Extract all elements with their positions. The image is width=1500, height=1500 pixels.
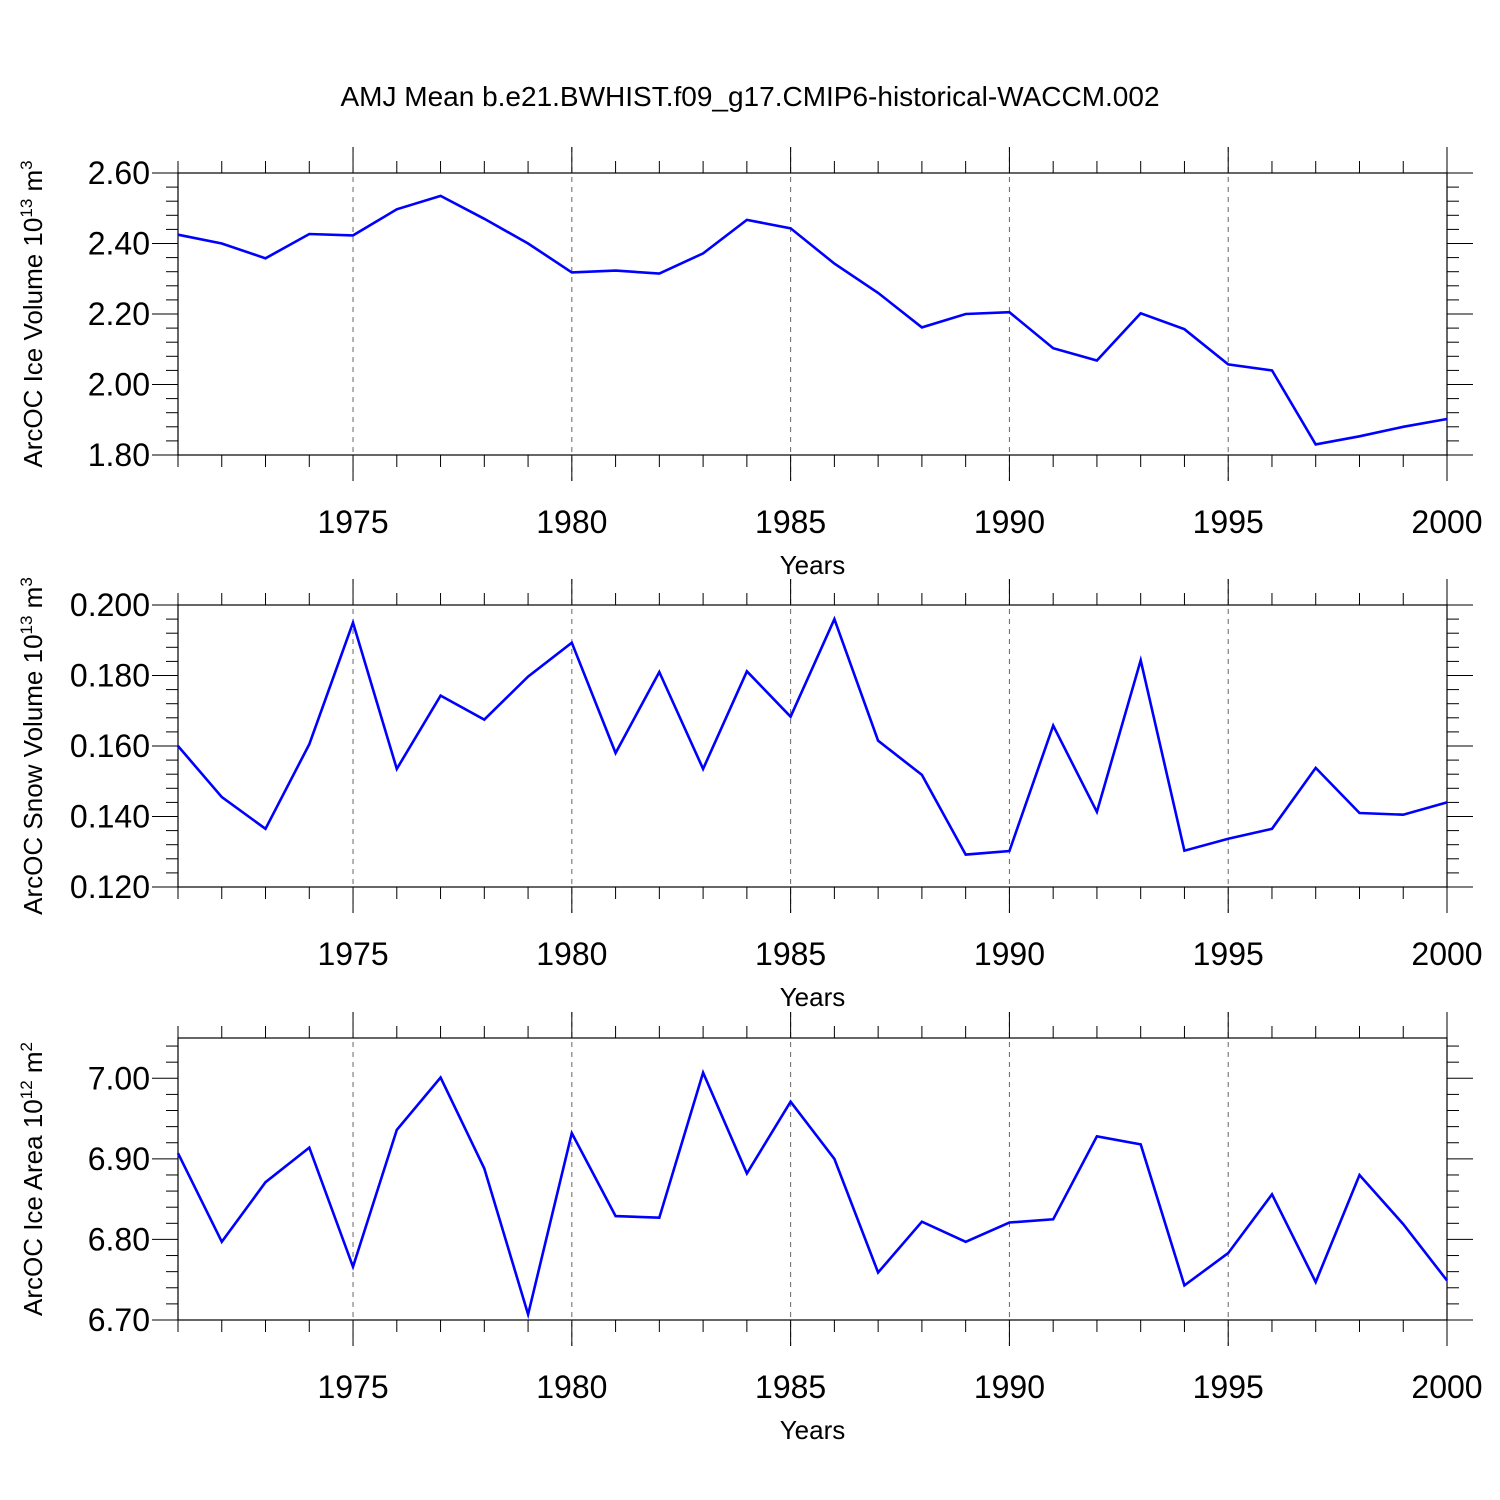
x-tick-label: 2000 (1411, 1369, 1482, 1405)
y-tick-label: 6.80 (88, 1221, 150, 1257)
x-tick-label: 1995 (1193, 1369, 1264, 1405)
data-series-line (177, 194, 1448, 446)
data-series-line (176, 1068, 1449, 1320)
x-tick-label: 1985 (755, 504, 826, 540)
x-tick-label: 1995 (1193, 504, 1264, 540)
x-tick-label: 1975 (317, 936, 388, 972)
y-axis-label-superscript: 12 (17, 1080, 36, 1099)
x-tick-label: 1995 (1193, 936, 1264, 972)
plot-frame (177, 604, 1448, 888)
x-tick-label: 1990 (974, 936, 1045, 972)
y-axis-label-superscript: 13 (17, 616, 36, 635)
y-tick-label: 0.180 (70, 658, 150, 694)
y-tick-label: 6.90 (88, 1141, 150, 1177)
y-tick-label: 2.00 (88, 367, 150, 403)
y-axis-label-superscript: 13 (17, 199, 36, 218)
x-tick-label: 1980 (536, 504, 607, 540)
y-axis-label-superscript: 3 (17, 160, 36, 169)
y-tick-label: 2.60 (88, 155, 150, 191)
data-series-line (177, 615, 1448, 856)
x-tick-label: 1985 (755, 936, 826, 972)
y-axis-label-part: ArcOC Snow Volume 10 (18, 634, 48, 914)
y-tick-label: 7.00 (88, 1060, 150, 1096)
x-tick-label: 1990 (974, 504, 1045, 540)
chart-title: AMJ Mean b.e21.BWHIST.f09_g17.CMIP6-hist… (340, 81, 1159, 112)
x-tick-label: 1980 (536, 936, 607, 972)
x-tick-label: 1980 (536, 1369, 607, 1405)
x-axis-label: Years (780, 982, 846, 1012)
y-axis-label-superscript: 2 (17, 1042, 36, 1051)
y-axis-label-part: ArcOC Ice Area 10 (18, 1099, 48, 1316)
y-axis-label-part: m (18, 170, 48, 199)
x-axis-label: Years (780, 550, 846, 580)
y-axis-label: ArcOC Snow Volume 1013 m3 (17, 577, 48, 915)
x-tick-label: 1985 (755, 1369, 826, 1405)
x-axis-label: Years (780, 1415, 846, 1445)
y-tick-label: 0.200 (70, 587, 150, 623)
chart-panel-3: 6.70 6.80 6.90 7.00 1975 1980 1985 1990 1995 2000… (17, 1012, 1483, 1445)
y-tick-label: 0.140 (70, 799, 150, 835)
y-axis-label-part: ArcOC Ice Volume 10 (18, 218, 48, 468)
y-tick-label: 6.70 (88, 1302, 150, 1338)
y-tick-label: 0.120 (70, 869, 150, 905)
y-axis-label-part: m (18, 587, 48, 616)
plot-frame (177, 1037, 1448, 1321)
y-tick-label: 0.160 (70, 728, 150, 764)
y-tick-label: 2.40 (88, 226, 150, 262)
x-tick-label: 2000 (1411, 936, 1482, 972)
x-tick-label: 2000 (1411, 504, 1482, 540)
y-tick-label: 1.80 (88, 437, 150, 473)
chart-panel-1: 1.80 2.00 2.20 2.40 2.60 1975 1980 1985 1990 1995… (17, 147, 1483, 580)
y-tick-label: 2.20 (88, 296, 150, 332)
chart-panel-2: 0.120 0.140 0.160 0.180 0.200 1975 1980 1985 199… (17, 577, 1483, 1012)
x-tick-label: 1990 (974, 1369, 1045, 1405)
y-axis-label: ArcOC Ice Volume 1013 m3 (17, 160, 48, 467)
y-axis-label-superscript: 3 (17, 577, 36, 586)
y-axis-label: ArcOC Ice Area 1012 m2 (17, 1042, 48, 1316)
x-tick-label: 1975 (317, 1369, 388, 1405)
plot-frame (177, 172, 1448, 456)
x-tick-label: 1975 (317, 504, 388, 540)
y-axis-label-part: m (18, 1051, 48, 1080)
